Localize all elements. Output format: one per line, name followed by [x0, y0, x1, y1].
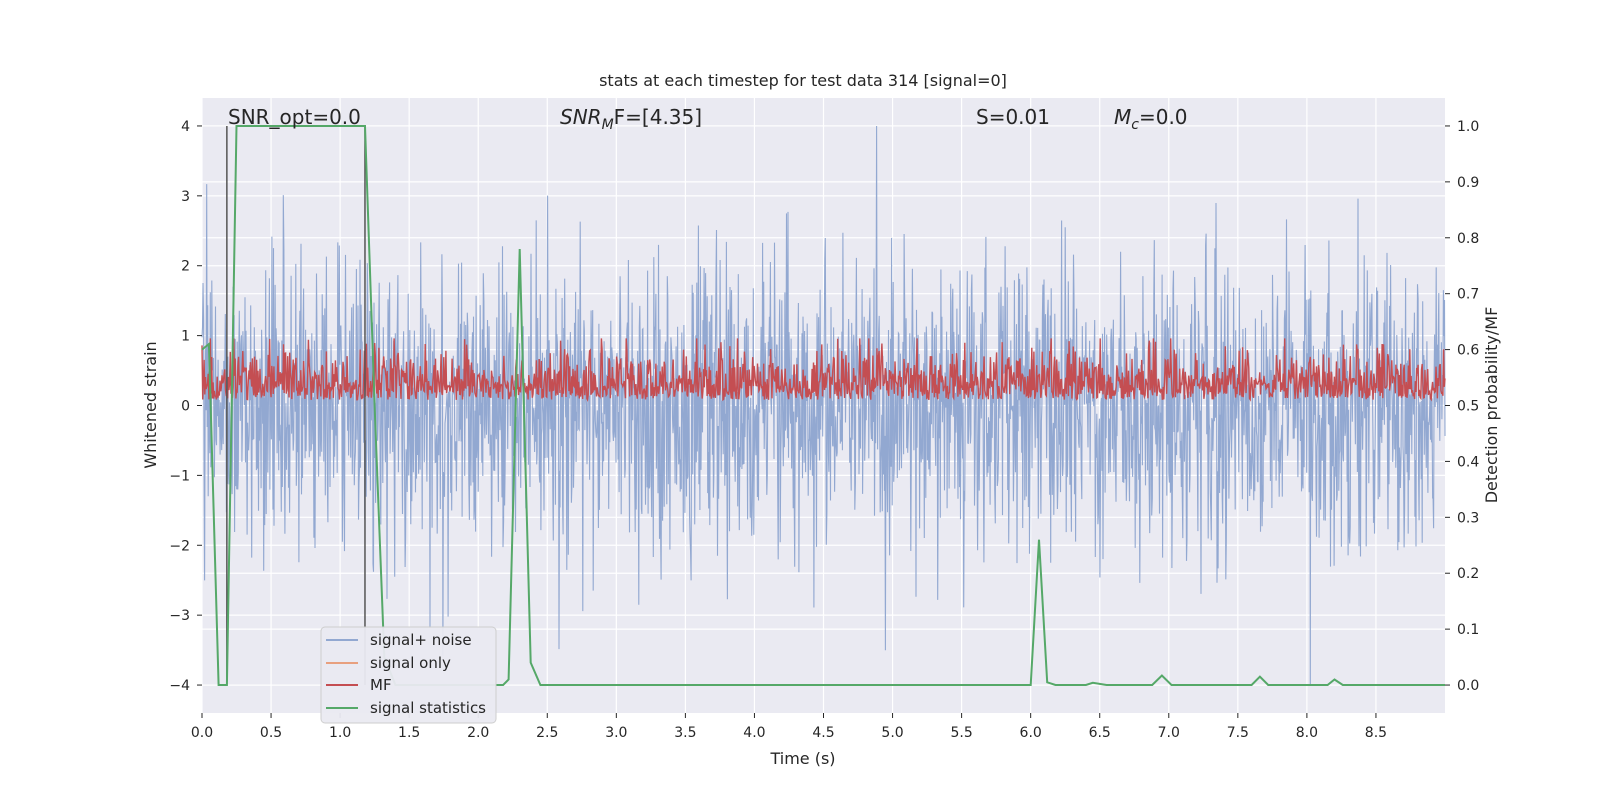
x-tick-label: 0.0: [191, 725, 213, 741]
annotation-mc: Mc=0.0: [1114, 105, 1188, 133]
y-tick-label: −2: [169, 538, 190, 554]
y-tick-label: −4: [169, 678, 190, 694]
annotation-snr-mf-value: F=[4.35]: [614, 105, 702, 129]
x-axis-label: Time (s): [769, 749, 835, 768]
x-tick-label: 8.0: [1296, 725, 1318, 741]
y-tick-label: 1: [181, 329, 190, 345]
y-tick-label: 4: [181, 119, 190, 135]
y2-axis-label: Detection probability/MF: [1482, 307, 1501, 504]
y2-tick-label: 0.0: [1457, 678, 1479, 694]
y-tick-label: 2: [181, 259, 190, 275]
x-ticks: 0.0 0.5 1.0 1.5 2.0 2.5 3.0 3.5 4.0 4.5 5.0 5.5 6.0 6…: [191, 713, 1387, 741]
annotation-mc-subscript: c: [1131, 117, 1139, 133]
x-tick-label: 0.5: [260, 725, 282, 741]
right-ticks: 1.0 0.9 0.8 0.7 0.6 0.5 0.4 0.3 0.2 0.1 0.0: [1445, 119, 1479, 694]
vertical-markers: [226, 125, 366, 686]
y2-tick-label: 0.4: [1457, 454, 1479, 470]
annotation-snr-mf-symbol: SNR: [560, 105, 602, 129]
x-tick-label: 3.0: [605, 725, 627, 741]
x-tick-label: 8.5: [1365, 725, 1387, 741]
y-tick-label: −3: [169, 608, 190, 624]
annotation-mc-value: =0.0: [1139, 105, 1188, 129]
mf-series: [201, 338, 1446, 403]
signal-statistics-series: [201, 125, 1445, 686]
y2-tick-label: 0.5: [1457, 399, 1479, 415]
legend-label-signal-only: signal only: [370, 654, 451, 672]
y-tick-label: 0: [181, 399, 190, 415]
x-tick-label: 4.0: [743, 725, 765, 741]
y2-tick-label: 0.6: [1457, 343, 1479, 359]
x-tick-label: 1.5: [398, 725, 420, 741]
x-tick-label: 7.5: [1227, 725, 1249, 741]
mf-line: [201, 338, 1446, 403]
x-tick-label: 3.5: [674, 725, 696, 741]
y2-tick-label: 1.0: [1457, 119, 1479, 135]
x-tick-label: 2.0: [467, 725, 489, 741]
annotation-mc-symbol: M: [1114, 105, 1131, 129]
legend-label-stats: signal statistics: [370, 699, 486, 717]
legend-label-mf: MF: [370, 676, 392, 694]
x-tick-label: 6.0: [1020, 725, 1042, 741]
x-tick-label: 1.0: [329, 725, 351, 741]
x-tick-label: 6.5: [1089, 725, 1111, 741]
signal-statistics-line: [201, 125, 1445, 686]
y2-tick-label: 0.7: [1457, 287, 1479, 303]
annotation-snr-opt: SNR_opt=0.0: [228, 105, 361, 129]
y2-tick-label: 0.2: [1457, 566, 1479, 582]
x-tick-label: 5.0: [881, 725, 903, 741]
annotation-snr-mf-subscript: M: [602, 117, 614, 133]
annotation-snr-mf: SNRMF=[4.35]: [560, 105, 702, 133]
legend-frame: [320, 626, 497, 724]
x-tick-label: 7.0: [1158, 725, 1180, 741]
y2-tick-label: 0.1: [1457, 622, 1479, 638]
y2-tick-label: 0.9: [1457, 175, 1479, 191]
y2-tick-label: 0.3: [1457, 510, 1479, 526]
x-tick-label: 2.5: [536, 725, 558, 741]
x-tick-label: 5.5: [950, 725, 972, 741]
y-tick-label: −1: [169, 468, 190, 484]
left-ticks: 4 3 2 1 0 −1 −2 −3 −4: [169, 119, 202, 694]
y-tick-label: 3: [181, 189, 190, 205]
chart-title: stats at each timestep for test data 314…: [599, 71, 1007, 90]
legend-label-noise: signal+ noise: [370, 631, 472, 649]
y-axis-label: Whitened strain: [141, 341, 160, 468]
annotation-s-stat: S=0.01: [976, 105, 1050, 129]
x-tick-label: 4.5: [812, 725, 834, 741]
legend: signal+ noise signal only MF signal stat…: [320, 626, 497, 724]
y2-tick-label: 0.8: [1457, 231, 1479, 247]
